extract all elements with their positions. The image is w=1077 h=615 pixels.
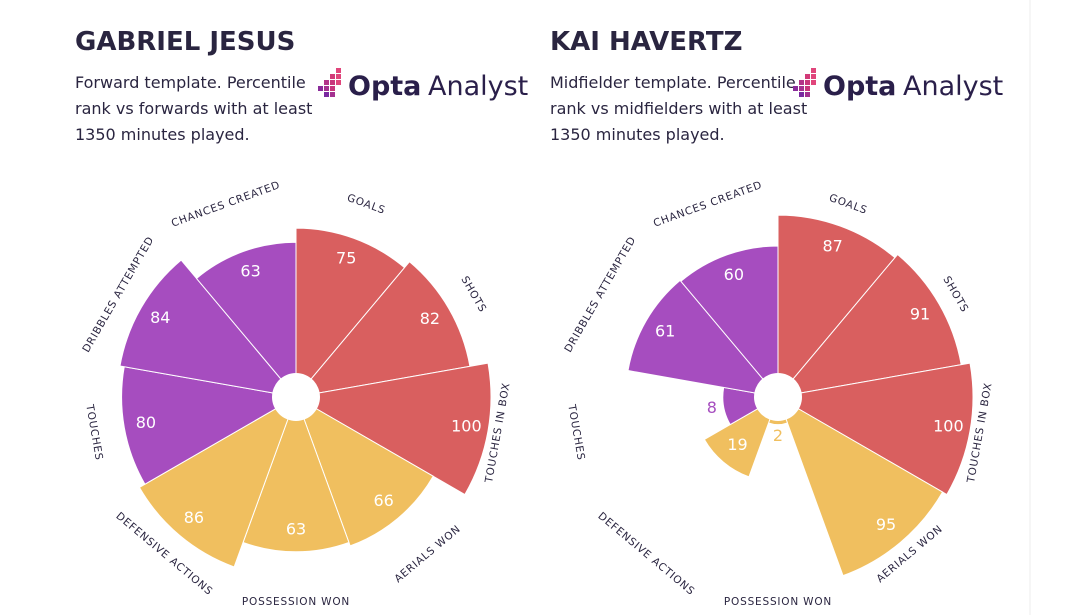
radial-bar — [776, 362, 974, 496]
center-hole — [272, 373, 320, 421]
value-label: 63 — [286, 519, 306, 538]
logo-pixel — [324, 80, 329, 85]
value-label: 87 — [823, 236, 843, 255]
value-label: 100 — [933, 417, 964, 436]
value-label: 82 — [420, 309, 440, 328]
value-label: 95 — [876, 515, 896, 534]
logo-bold: Opta — [823, 71, 896, 102]
subtitle-line: 1350 minutes played. — [550, 125, 725, 144]
chart-title: KAI HAVERTZ — [550, 27, 742, 57]
logo-pixel — [799, 80, 804, 85]
radial-bar — [295, 395, 434, 547]
logo-pixel — [799, 92, 804, 97]
radial-bar — [195, 241, 297, 399]
radial-bar — [776, 253, 962, 398]
logo-pixel — [811, 80, 816, 85]
logo-pixel — [330, 74, 335, 79]
subtitle-line: rank vs forwards with at least — [75, 99, 312, 118]
logo-pixel — [324, 92, 329, 97]
value-label: 8 — [707, 398, 717, 417]
radial-bar — [680, 245, 779, 399]
logo-pixel — [330, 86, 335, 91]
logo-pixel — [336, 68, 341, 73]
subtitle-line: Midfielder template. Percentile — [550, 73, 796, 92]
category-label: POSSESSION WON — [724, 596, 832, 608]
radial-bar — [627, 279, 780, 398]
logo-pixel — [805, 80, 810, 85]
value-label: 2 — [773, 426, 783, 445]
logo-pixel — [330, 92, 335, 97]
logo-pixel — [811, 74, 816, 79]
value-label: 61 — [655, 321, 675, 340]
logo-light: Analyst — [428, 71, 528, 102]
value-label: 66 — [374, 491, 394, 510]
logo-pixel — [805, 92, 810, 97]
radial-bar — [295, 227, 406, 399]
value-label: 63 — [240, 262, 260, 281]
radial-bar — [242, 395, 350, 553]
logo-pixel — [336, 80, 341, 85]
value-label: 86 — [184, 508, 204, 527]
radial-bar — [777, 395, 944, 577]
value-label: 91 — [910, 304, 930, 323]
value-label: 75 — [336, 248, 356, 267]
value-label: 60 — [724, 265, 744, 284]
radial-bar — [777, 214, 896, 399]
subtitle-line: Forward template. Percentile — [75, 73, 306, 92]
logo-pixel — [805, 86, 810, 91]
logo-bold: Opta — [348, 71, 421, 102]
value-label: 80 — [136, 413, 156, 432]
radial-bar — [294, 362, 492, 496]
logo-pixel — [799, 86, 804, 91]
subtitle-line: 1350 minutes played. — [75, 125, 250, 144]
logo-light: Analyst — [903, 71, 1003, 102]
logo-pixel — [805, 74, 810, 79]
subtitle-line: rank vs midfielders with at least — [550, 99, 807, 118]
logo-pixel — [330, 80, 335, 85]
radial-bar — [138, 395, 297, 568]
value-label: 19 — [727, 435, 747, 454]
logo-pixel — [336, 74, 341, 79]
logo-pixel — [324, 86, 329, 91]
category-label: POSSESSION WON — [242, 596, 350, 608]
logo-pixel — [318, 86, 323, 91]
value-label: 100 — [451, 417, 482, 436]
radial-bar — [119, 259, 298, 398]
radial-bar — [703, 395, 779, 478]
radial-bar — [121, 366, 298, 485]
radial-bar — [294, 261, 471, 398]
logo-pixel — [811, 68, 816, 73]
logo-pixel — [793, 86, 798, 91]
chart-title: GABRIEL JESUS — [75, 27, 295, 57]
center-hole — [754, 373, 802, 421]
value-label: 84 — [150, 308, 170, 327]
